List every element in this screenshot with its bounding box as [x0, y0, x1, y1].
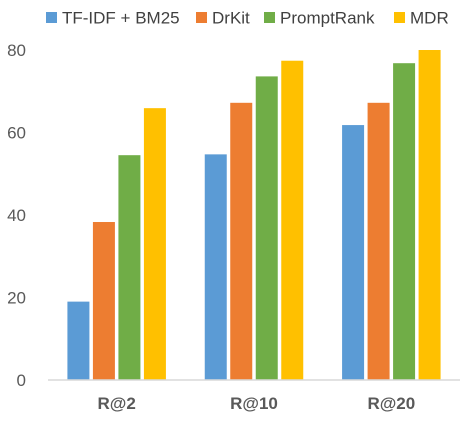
- legend-swatch: [264, 12, 275, 23]
- bars: [67, 50, 441, 381]
- legend-swatch: [394, 12, 405, 23]
- legend-swatch: [46, 12, 57, 23]
- y-tick-label: 60: [7, 124, 26, 143]
- x-tick-label: R@2: [98, 394, 136, 413]
- legend: TF-IDF + BM25 DrKit PromptRank MDR: [46, 9, 449, 28]
- x-axis: R@2 R@10 R@20: [98, 394, 416, 413]
- bar-promptrank-r10: [255, 76, 278, 381]
- bar-drkit-r2: [92, 222, 115, 380]
- bar-drkit-r10: [230, 102, 253, 381]
- bar-promptrank-r2: [118, 155, 141, 380]
- bar-tf-idf-bm25-r2: [67, 301, 90, 380]
- bar-drkit-r20: [367, 102, 390, 381]
- legend-label: DrKit: [212, 9, 250, 28]
- x-tick-label: R@10: [230, 394, 278, 413]
- legend-swatch: [196, 12, 207, 23]
- y-axis: 0 20 40 60 80: [7, 41, 26, 390]
- y-tick-label: 40: [7, 206, 26, 225]
- x-tick-label: R@20: [367, 394, 415, 413]
- y-tick-label: 80: [7, 41, 26, 60]
- bar-tf-idf-bm25-r20: [342, 125, 365, 380]
- bar-promptrank-r20: [393, 63, 416, 380]
- y-tick-label: 20: [7, 289, 26, 308]
- bar-mdr-r20: [418, 50, 441, 380]
- y-tick-label: 0: [17, 371, 26, 390]
- legend-label: PromptRank: [280, 9, 375, 28]
- bar-mdr-r10: [281, 60, 304, 380]
- legend-label: TF-IDF + BM25: [62, 9, 180, 28]
- legend-label: MDR: [410, 9, 449, 28]
- bar-mdr-r2: [143, 108, 166, 380]
- bar-tf-idf-bm25-r10: [204, 154, 227, 380]
